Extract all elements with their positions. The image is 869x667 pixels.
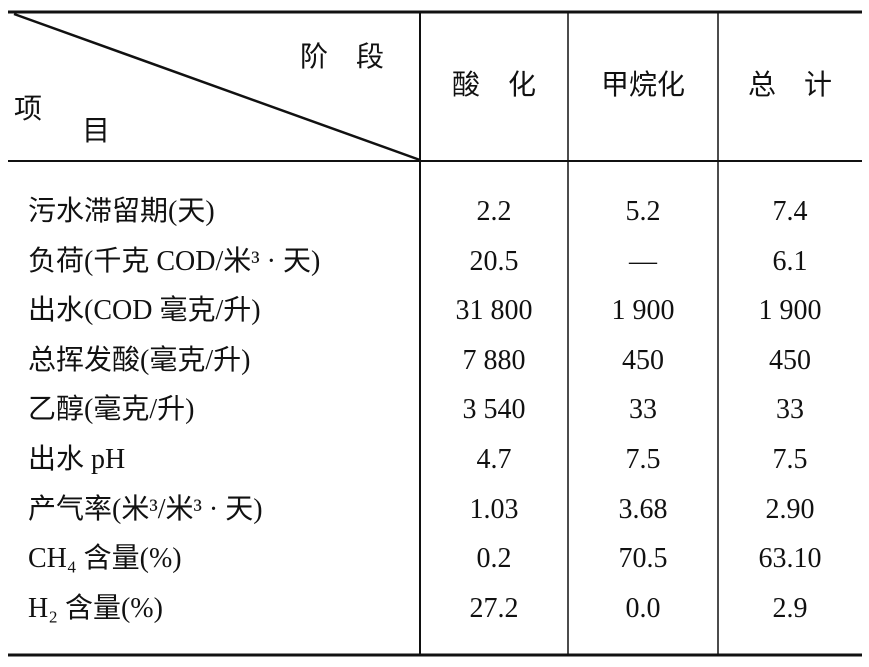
cell: 27.2 (469, 592, 519, 624)
cell: 1.03 (469, 493, 519, 525)
row-label: 出水(COD 毫克/升) (28, 295, 261, 327)
cell: 7.5 (625, 444, 661, 475)
corner-bottom: 目 (82, 116, 111, 147)
cell: 450 (622, 344, 664, 376)
cell: 3 540 (462, 394, 526, 426)
cell: 63.10 (758, 543, 822, 575)
cell: 4.7 (476, 444, 512, 475)
cell: 1 900 (758, 295, 822, 327)
column-header: 酸 化 (451, 70, 537, 101)
cell: 31 800 (455, 295, 533, 327)
cell: 7 880 (462, 344, 526, 376)
cell: 5.2 (625, 196, 661, 227)
cell: 0.0 (625, 592, 661, 624)
cell: 450 (769, 344, 811, 376)
cell: 2.90 (765, 493, 815, 525)
cell: 7.4 (772, 196, 808, 227)
diagonal-rule (13, 12, 421, 162)
cell: 7.5 (772, 444, 808, 475)
corner-bottom: 项 (14, 94, 43, 125)
row-label: 污水滞留期(天) (28, 196, 215, 227)
row-label: 乙醇(毫克/升) (28, 394, 195, 426)
row-label: 总挥发酸(毫克/升) (28, 344, 251, 376)
cell: 70.5 (618, 543, 668, 575)
cell: — (629, 245, 657, 277)
cell: 6.1 (772, 245, 808, 277)
row-label: 负荷(千克 COD/米³ · 天) (28, 245, 321, 277)
cell: 20.5 (469, 245, 519, 277)
row-label: H₂ 含量(%) (28, 592, 163, 624)
cell: 33 (629, 394, 657, 426)
cell: 33 (776, 394, 804, 426)
cell: 2.9 (772, 592, 808, 624)
cell: 0.2 (476, 543, 512, 575)
column-header: 甲烷化 (600, 70, 686, 101)
cell: 3.68 (618, 493, 668, 525)
cell: 1 900 (611, 295, 675, 327)
cell: 2.2 (476, 196, 512, 227)
corner-top: 阶 段 (300, 42, 385, 73)
row-label: 出水 pH (28, 444, 126, 475)
row-label: 产气率(米³/米³ · 天) (28, 493, 263, 525)
row-label: CH₄ 含量(%) (28, 543, 182, 575)
column-header: 总 计 (747, 70, 833, 101)
